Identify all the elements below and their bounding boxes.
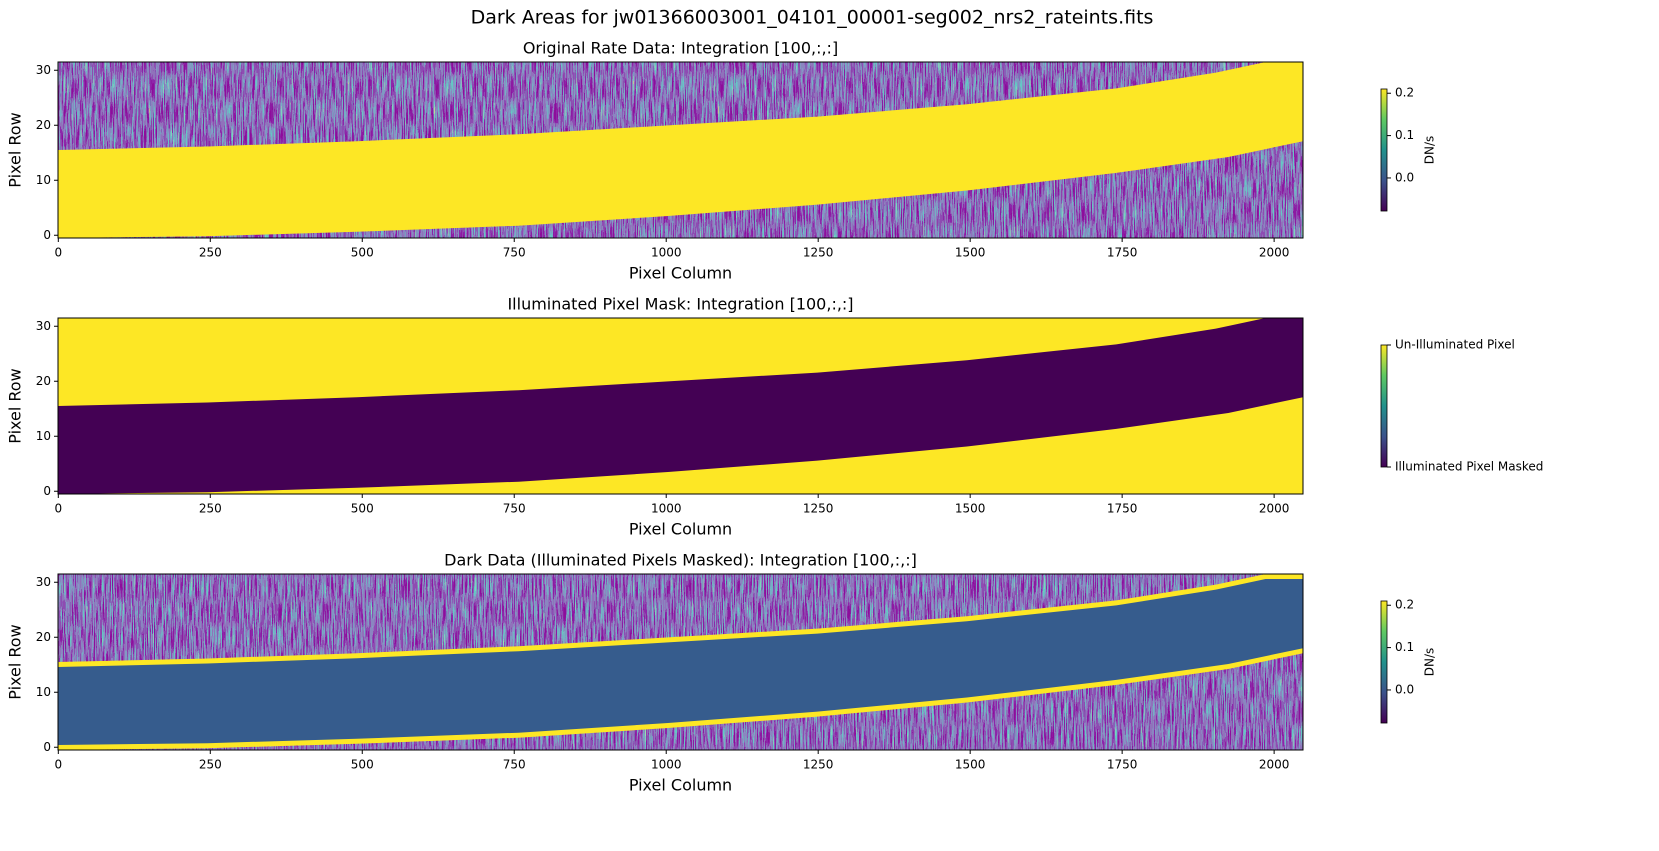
y-tick-label: 10 bbox=[36, 173, 51, 187]
x-tick-label: 1250 bbox=[803, 246, 834, 260]
axes-title: Illuminated Pixel Mask: Integration [100… bbox=[507, 295, 853, 314]
y-axis-label: Pixel Row bbox=[6, 112, 25, 187]
x-tick-label: 250 bbox=[199, 758, 222, 772]
y-tick-label: 10 bbox=[36, 685, 51, 699]
axes-frame bbox=[57, 317, 1304, 495]
y-tick-label: 30 bbox=[36, 319, 51, 333]
colorbar-tick-label: Un-Illuminated Pixel bbox=[1395, 338, 1515, 352]
masked-band bbox=[58, 579, 1303, 745]
axes-title: Dark Data (Illuminated Pixels Masked): I… bbox=[444, 551, 917, 570]
x-tick-label: 1500 bbox=[955, 758, 986, 772]
colorbar bbox=[1380, 88, 1388, 212]
x-axis-label: Pixel Column bbox=[629, 520, 732, 539]
x-tick-label: 750 bbox=[503, 502, 526, 516]
x-tick-label: 250 bbox=[199, 246, 222, 260]
y-tick-label: 0 bbox=[43, 484, 51, 498]
x-tick-label: 0 bbox=[54, 246, 62, 260]
colorbar-tick-label: 0.1 bbox=[1395, 640, 1414, 654]
x-tick-label: 750 bbox=[503, 758, 526, 772]
y-tick-label: 30 bbox=[36, 63, 51, 77]
x-tick-label: 2000 bbox=[1259, 758, 1290, 772]
y-tick-label: 20 bbox=[36, 630, 51, 644]
colorbar-label: DN/s bbox=[1423, 136, 1437, 165]
colorbar bbox=[1380, 344, 1388, 468]
x-tick-label: 1250 bbox=[803, 502, 834, 516]
x-tick-label: 500 bbox=[351, 758, 374, 772]
image bbox=[58, 62, 1303, 238]
y-tick-label: 30 bbox=[36, 575, 51, 589]
x-tick-label: 250 bbox=[199, 502, 222, 516]
x-tick-label: 1000 bbox=[651, 758, 682, 772]
axes-frame bbox=[57, 573, 1304, 751]
x-tick-label: 0 bbox=[54, 502, 62, 516]
colorbar-tick-label: 0.2 bbox=[1395, 598, 1414, 612]
x-tick-label: 500 bbox=[351, 246, 374, 260]
x-tick-label: 1000 bbox=[651, 502, 682, 516]
colorbar-tick-label: 0.2 bbox=[1395, 86, 1414, 100]
x-axis-label: Pixel Column bbox=[629, 264, 732, 283]
x-tick-label: 1500 bbox=[955, 502, 986, 516]
illuminated-band bbox=[58, 62, 1303, 238]
colorbar-tick-label: Illuminated Pixel Masked bbox=[1395, 460, 1543, 474]
x-tick-label: 1750 bbox=[1107, 246, 1138, 260]
x-tick-label: 500 bbox=[351, 502, 374, 516]
y-tick-label: 20 bbox=[36, 374, 51, 388]
colorbar-tick-label: 0.0 bbox=[1395, 170, 1414, 184]
x-tick-label: 0 bbox=[54, 758, 62, 772]
y-tick-label: 0 bbox=[43, 228, 51, 242]
y-axis-label: Pixel Row bbox=[6, 368, 25, 443]
illuminated-band bbox=[58, 318, 1303, 494]
y-axis-label: Pixel Row bbox=[6, 624, 25, 699]
image bbox=[58, 574, 1303, 750]
axes-frame bbox=[57, 61, 1304, 239]
colorbar-tick-label: 0.1 bbox=[1395, 128, 1414, 142]
x-tick-label: 1750 bbox=[1107, 758, 1138, 772]
x-tick-label: 2000 bbox=[1259, 246, 1290, 260]
x-axis-label: Pixel Column bbox=[629, 776, 732, 795]
colorbar-tick-label: 0.0 bbox=[1395, 682, 1414, 696]
colorbar-label: DN/s bbox=[1423, 648, 1437, 677]
y-tick-label: 20 bbox=[36, 118, 51, 132]
colorbar bbox=[1380, 600, 1388, 724]
y-tick-label: 10 bbox=[36, 429, 51, 443]
x-tick-label: 2000 bbox=[1259, 502, 1290, 516]
x-tick-label: 1500 bbox=[955, 246, 986, 260]
y-tick-label: 0 bbox=[43, 740, 51, 754]
x-tick-label: 750 bbox=[503, 246, 526, 260]
figure-title: Dark Areas for jw01366003001_04101_00001… bbox=[471, 7, 1154, 29]
image bbox=[58, 318, 1303, 494]
x-tick-label: 1250 bbox=[803, 758, 834, 772]
axes-title: Original Rate Data: Integration [100,:,:… bbox=[523, 39, 838, 58]
x-tick-label: 1750 bbox=[1107, 502, 1138, 516]
x-tick-label: 1000 bbox=[651, 246, 682, 260]
